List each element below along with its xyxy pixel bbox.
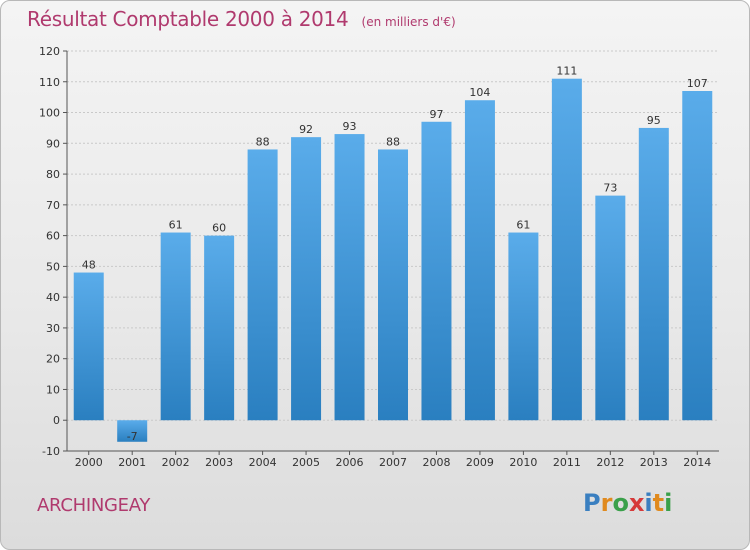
bar <box>378 149 408 421</box>
x-tick-label: 2012 <box>596 456 624 469</box>
y-tick-label: 60 <box>46 230 60 243</box>
bar <box>551 78 582 421</box>
x-tick-label: 2007 <box>379 456 407 469</box>
proxiti-logo[interactable]: Proxiti <box>583 489 672 517</box>
chart-title: Résultat Comptable 2000 à 2014 <box>27 7 349 31</box>
x-tick-label: 2003 <box>205 456 233 469</box>
x-tick-label: 2002 <box>162 456 190 469</box>
logo-letter: i <box>644 489 653 517</box>
y-tick-label: 110 <box>39 76 60 89</box>
logo-letter: i <box>664 489 673 517</box>
bar <box>464 100 495 421</box>
y-tick-label: 10 <box>46 383 60 396</box>
value-label: 61 <box>516 219 530 232</box>
bar <box>638 127 669 421</box>
y-tick-label: 0 <box>53 414 60 427</box>
logo-letter: o <box>612 489 629 517</box>
y-tick-label: 20 <box>46 353 60 366</box>
bar <box>117 420 148 442</box>
x-tick-label: 2010 <box>509 456 537 469</box>
y-tick-label: 30 <box>46 322 60 335</box>
bar <box>160 232 191 421</box>
axis-layer: -10 0 10 20 30 40 50 60 70 80 90 100 110 120 2000 2001 2… <box>39 45 719 469</box>
bar <box>291 137 322 421</box>
y-tick-label: 100 <box>39 107 60 120</box>
x-tick-label: 2013 <box>640 456 668 469</box>
bar <box>73 272 104 421</box>
value-label-layer: 48 -7 61 60 88 92 93 88 97 104 61 111 73 95 107 <box>82 65 708 443</box>
bar <box>334 134 365 421</box>
y-tick-label: 40 <box>46 291 60 304</box>
x-tick-label: 2008 <box>422 456 450 469</box>
logo-letter: P <box>583 489 601 517</box>
y-tick-label: 120 <box>39 45 60 58</box>
value-label: -7 <box>127 430 138 443</box>
y-tick-label: 90 <box>46 137 60 150</box>
bar <box>204 235 235 421</box>
value-label: 107 <box>687 77 708 90</box>
y-tick-label: -10 <box>42 445 60 458</box>
logo-letter: r <box>600 489 613 517</box>
bar <box>595 195 626 421</box>
x-tick-label: 2004 <box>249 456 277 469</box>
value-label: 73 <box>603 182 617 195</box>
value-label: 88 <box>386 135 400 148</box>
value-label: 88 <box>256 135 270 148</box>
value-label: 93 <box>343 120 357 133</box>
chart-title-row: Résultat Comptable 2000 à 2014 (en milli… <box>27 7 456 31</box>
bar <box>421 121 452 421</box>
x-tick-label: 2001 <box>118 456 146 469</box>
logo-letter: x <box>628 489 645 517</box>
bar <box>508 232 539 421</box>
value-label: 104 <box>469 86 490 99</box>
commune-name: ARCHINGEAY <box>37 495 151 516</box>
logo-letter: t <box>652 489 665 517</box>
chart-subtitle: (en milliers d'€) <box>361 15 456 29</box>
y-tick-label: 50 <box>46 260 60 273</box>
x-tick-label: 2006 <box>336 456 364 469</box>
y-tick-label: 70 <box>46 199 60 212</box>
bar-layer <box>73 78 713 442</box>
value-label: 48 <box>82 259 96 272</box>
x-tick-label: 2009 <box>466 456 494 469</box>
bar <box>682 91 713 421</box>
x-tick-label: 2000 <box>75 456 103 469</box>
value-label: 60 <box>212 222 226 235</box>
value-label: 92 <box>299 123 313 136</box>
x-tick-label: 2005 <box>292 456 320 469</box>
value-label: 95 <box>647 114 661 127</box>
value-label: 111 <box>556 65 577 78</box>
y-tick-label: 80 <box>46 168 60 181</box>
bar <box>247 149 278 421</box>
x-tick-label: 2011 <box>553 456 581 469</box>
value-label: 97 <box>429 108 443 121</box>
x-tick-label: 2014 <box>683 456 711 469</box>
value-label: 61 <box>169 219 183 232</box>
